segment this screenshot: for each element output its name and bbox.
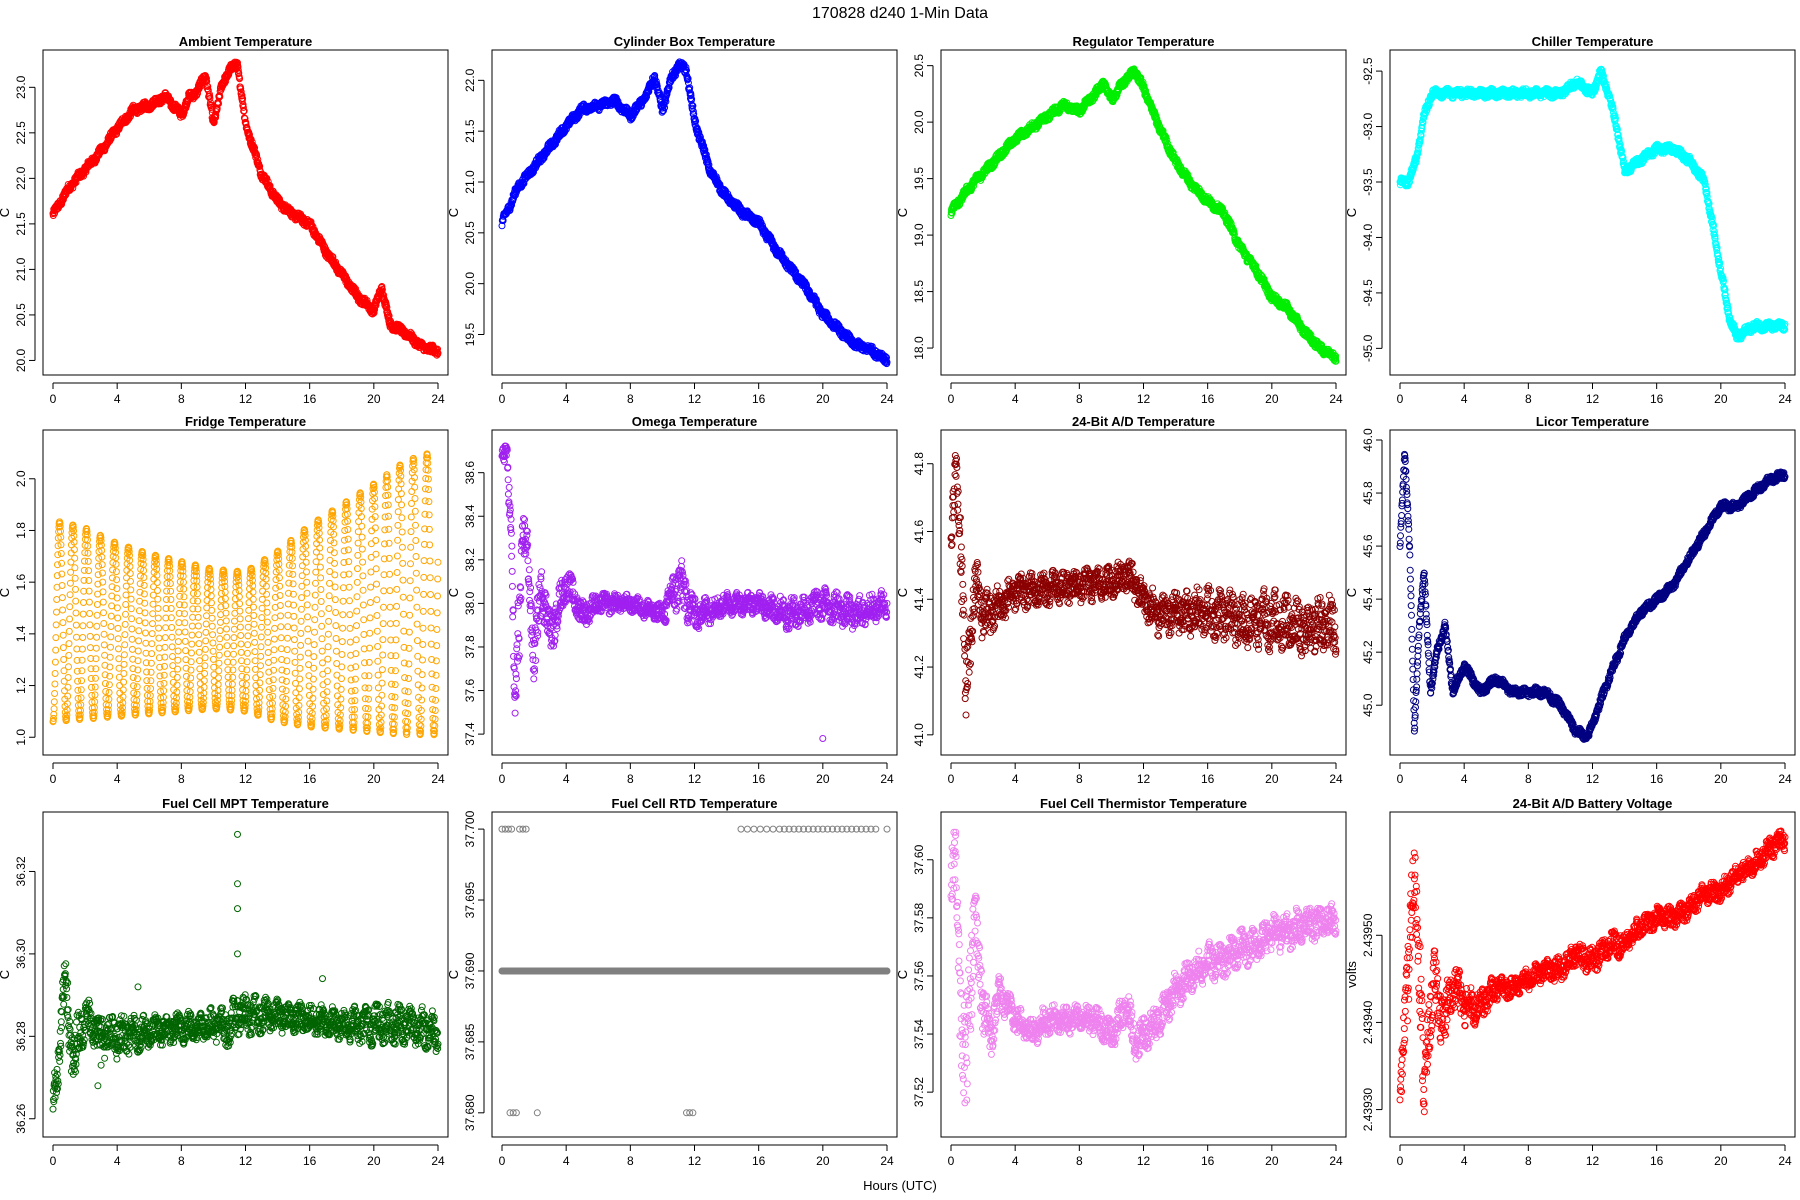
y-tick-label: 18.5 — [912, 280, 926, 304]
x-tick-label: 12 — [1586, 392, 1600, 406]
x-tick-label: 8 — [178, 392, 185, 406]
data-point — [204, 83, 212, 90]
y-tick-label: 19.5 — [912, 167, 926, 191]
y-axis-label: C — [0, 208, 12, 217]
x-axis-label: Hours (UTC) — [863, 1178, 937, 1193]
y-axis-label: C — [1344, 208, 1359, 217]
x-tick-label: 20 — [1714, 392, 1728, 406]
data-point — [239, 103, 247, 111]
y-tick-label: 22.0 — [14, 166, 28, 190]
x-tick-label: 12 — [1137, 392, 1151, 406]
chart-panels: Ambient Temperature C 0 4 8 12 16 20 24 20.0 20.5 2… — [0, 34, 1796, 1168]
data-point — [203, 77, 211, 85]
panel-title: Ambient Temperature — [179, 34, 312, 49]
x-tick-label: 4 — [1461, 392, 1468, 406]
y-axis-label: C — [446, 208, 461, 217]
x-tick-label: 0 — [948, 392, 955, 406]
y-tick-label: 20.5 — [912, 54, 926, 78]
y-tick-label: 18.0 — [912, 336, 926, 360]
panel-title: Regulator Temperature — [1072, 34, 1214, 49]
data-point — [236, 75, 244, 83]
y-tick-label: 23.0 — [14, 75, 28, 99]
x-tick-label: 16 — [1650, 392, 1664, 406]
y-tick-label: 19.0 — [912, 223, 926, 247]
x-tick-label: 4 — [114, 392, 121, 406]
y-tick-label: -93.0 — [1361, 113, 1375, 141]
y-tick-label: 19.5 — [463, 322, 477, 346]
data-point — [234, 59, 241, 67]
y-tick-label: 22.5 — [14, 121, 28, 145]
y-tick-label: 20.0 — [912, 110, 926, 134]
x-tick-label: 8 — [627, 392, 634, 406]
y-tick-label: 21.0 — [14, 257, 28, 281]
data-point — [127, 112, 134, 120]
data-point — [202, 73, 210, 81]
y-tick-label: 20.0 — [14, 348, 28, 372]
y-tick-label: -93.5 — [1361, 168, 1375, 196]
plot-frame — [42, 49, 449, 376]
x-tick-label: 0 — [50, 392, 57, 406]
x-tick-label: 20 — [816, 392, 830, 406]
figure-title: 170828 d240 1-Min Data — [812, 5, 988, 22]
y-tick-label: -94.0 — [1361, 223, 1375, 251]
data-point — [208, 105, 216, 113]
x-tick-label: 20 — [1265, 392, 1279, 406]
x-tick-label: 4 — [1012, 392, 1019, 406]
data-point — [240, 107, 248, 115]
chart-panel: Chiller Temperature C 0 4 8 12 16 20 24 -95.0 -94.… — [1344, 34, 1796, 406]
x-tick-label: 24 — [880, 392, 894, 406]
y-tick-label: 20.0 — [463, 272, 477, 296]
data-point — [237, 85, 245, 93]
data-point — [378, 283, 386, 290]
chart-panel: Cylinder Box Temperature C 0 4 8 12 16 20 24 19.5… — [446, 34, 898, 406]
y-tick-label: 21.5 — [463, 119, 477, 143]
y-tick-label: -94.5 — [1361, 279, 1375, 307]
data-point — [203, 74, 210, 82]
x-tick-label: 0 — [499, 392, 506, 406]
y-tick-label: -92.5 — [1361, 57, 1375, 85]
x-tick-label: 0 — [1397, 392, 1404, 406]
data-point — [251, 144, 259, 152]
x-tick-label: 16 — [752, 392, 766, 406]
data-series — [498, 58, 891, 368]
data-point — [194, 89, 202, 97]
x-tick-label: 24 — [1778, 392, 1792, 406]
data-point — [371, 306, 379, 314]
data-series — [947, 65, 1340, 365]
data-point — [237, 88, 245, 96]
x-tick-label: 24 — [1329, 392, 1343, 406]
y-tick-label: 21.5 — [14, 212, 28, 236]
y-tick-label: 22.0 — [463, 68, 477, 92]
x-tick-label: 12 — [688, 392, 702, 406]
data-point — [263, 175, 271, 182]
x-tick-label: 24 — [431, 392, 445, 406]
x-tick-label: 16 — [303, 392, 317, 406]
y-tick-label: 20.5 — [14, 303, 28, 327]
data-point — [216, 93, 224, 101]
y-tick-label: -95.0 — [1361, 334, 1375, 362]
data-point — [256, 162, 264, 170]
data-series — [1396, 65, 1789, 343]
x-tick-label: 12 — [239, 392, 253, 406]
panel-title: Cylinder Box Temperature — [614, 34, 776, 49]
y-tick-label: 21.0 — [463, 170, 477, 194]
panel-title: Chiller Temperature — [1532, 34, 1654, 49]
x-tick-label: 16 — [1201, 392, 1215, 406]
chart-panel: Regulator Temperature C 0 4 8 12 16 20 24 18.0 18.… — [895, 34, 1347, 406]
chart-panel: Ambient Temperature C 0 4 8 12 16 20 24 20.0 20.5 2… — [0, 34, 449, 406]
x-tick-label: 8 — [1076, 392, 1083, 406]
x-tick-label: 20 — [367, 392, 381, 406]
y-axis-label: C — [895, 208, 910, 217]
y-tick-label: 20.5 — [463, 221, 477, 245]
data-point — [238, 97, 246, 105]
data-series — [49, 58, 442, 359]
x-tick-label: 8 — [1525, 392, 1532, 406]
data-point — [370, 309, 378, 317]
x-tick-label: 4 — [563, 392, 570, 406]
